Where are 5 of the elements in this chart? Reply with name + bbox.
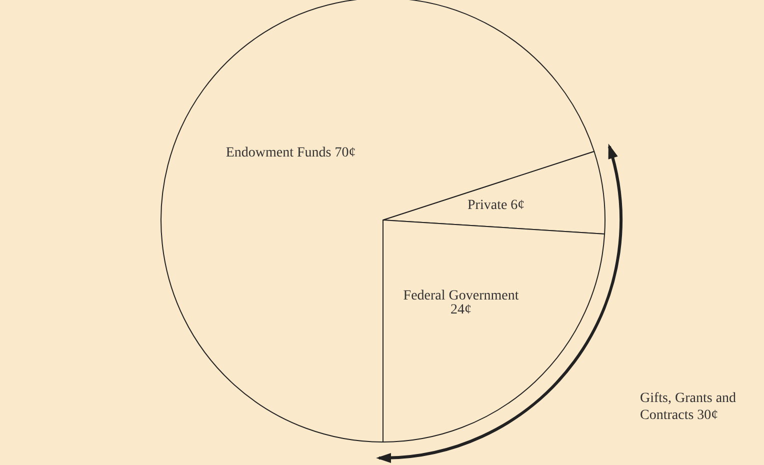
slice-label: Federal Government bbox=[403, 288, 519, 304]
text: Gifts, Grants and Contracts 30¢ bbox=[640, 390, 738, 424]
data-label: 24¢ bbox=[450, 302, 472, 318]
slice-label: Endowment Funds 70¢ bbox=[226, 145, 356, 160]
slice-label: Private 6¢ bbox=[468, 198, 525, 214]
